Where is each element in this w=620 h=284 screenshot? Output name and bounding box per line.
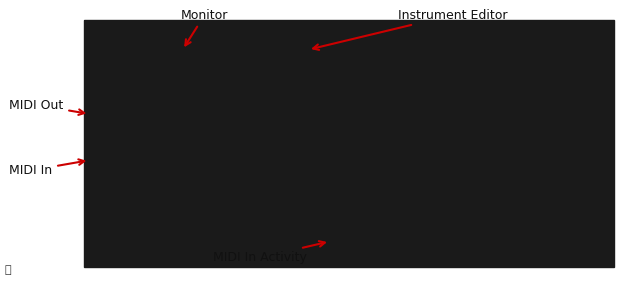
Text: MIDI In Activity: MIDI In Activity <box>213 241 325 264</box>
Bar <box>84 216 338 267</box>
Text: 2: 2 <box>534 57 539 66</box>
Text: I: I <box>181 66 184 76</box>
Text: M: M <box>120 66 128 76</box>
Bar <box>172 57 193 85</box>
Text: 1.2: 1.2 <box>346 57 358 66</box>
Text: ▼: ▼ <box>320 136 325 142</box>
Text: i: i <box>108 39 111 49</box>
Bar <box>84 53 95 267</box>
Text: S: S <box>142 66 147 76</box>
Text: ∿: ∿ <box>143 39 151 49</box>
Text: Monitor: Monitor <box>181 9 228 45</box>
Text: ⊞: ⊞ <box>303 66 313 79</box>
Text: Nymphes: Nymphes <box>198 67 244 78</box>
Text: ▼: ▼ <box>320 105 325 111</box>
Text: 1.3: 1.3 <box>393 57 405 66</box>
Bar <box>84 20 614 53</box>
Bar <box>136 57 153 85</box>
Text: Nymphes 1: Nymphes 1 <box>102 196 150 205</box>
Text: 2.2: 2.2 <box>581 57 593 66</box>
Bar <box>115 57 133 85</box>
Circle shape <box>155 67 179 78</box>
Text: ▼: ▼ <box>320 197 325 203</box>
Text: All Inputs: All Inputs <box>102 134 142 143</box>
Bar <box>338 72 614 267</box>
Text: 1: 1 <box>100 68 106 77</box>
Text: ▼: ▼ <box>320 166 325 172</box>
Bar <box>84 53 338 267</box>
Text: ≡: ≡ <box>90 39 98 49</box>
Text: 🔍: 🔍 <box>5 266 12 275</box>
Text: Instrument Editor: Instrument Editor <box>313 9 507 50</box>
Bar <box>84 20 614 267</box>
Bar <box>95 92 338 216</box>
Bar <box>324 92 335 253</box>
Text: Dreadbox Nymphes: Dreadbox Nymphes <box>102 103 185 112</box>
Text: 1.4: 1.4 <box>440 57 452 66</box>
Text: +: + <box>316 39 326 49</box>
Text: ↗: ↗ <box>124 39 132 49</box>
Text: MIDI Out: MIDI Out <box>9 99 84 115</box>
Text: ≡: ≡ <box>294 39 304 49</box>
Bar <box>338 53 614 72</box>
Text: None: None <box>102 165 125 174</box>
Bar <box>95 53 338 92</box>
Circle shape <box>161 70 173 75</box>
Text: MIDI In: MIDI In <box>9 159 84 177</box>
